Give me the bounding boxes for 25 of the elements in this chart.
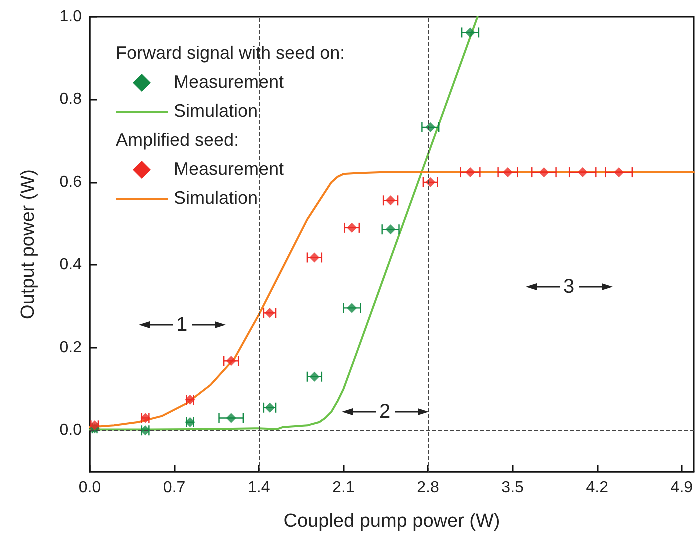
x-tick-label: 0.7 [163, 480, 186, 496]
x-tick-label: 2.1 [332, 480, 355, 496]
x-tick-label: 0.0 [78, 480, 102, 496]
y-axis-title: Output power (W) [18, 170, 39, 320]
annotation: 1 [176, 314, 188, 336]
x-axis-title: Coupled pump power (W) [284, 511, 500, 532]
annotation: Amplified seed: [116, 129, 240, 152]
y-tick-label: 0.0 [60, 422, 82, 440]
y-tick-label: 0.2 [60, 339, 82, 356]
annotation: 3 [564, 276, 575, 298]
y-tick-label: 0.8 [60, 91, 82, 108]
x-tick-label: 4.9 [670, 480, 694, 496]
y-tick-label: 0.4 [60, 256, 82, 274]
legend-label: Measurement [174, 158, 284, 181]
x-tick-label: 4.2 [586, 480, 609, 496]
x-tick-label: 3.5 [502, 480, 524, 496]
legend-label: Simulation [174, 187, 258, 210]
legend-label: Measurement [174, 71, 284, 94]
annotation: Forward signal with seed on: [116, 42, 346, 65]
annotation: 2 [380, 400, 391, 424]
legend-label: Simulation [174, 100, 258, 123]
x-tick-label: 2.8 [417, 480, 440, 496]
x-tick-label: 1.4 [248, 480, 270, 496]
y-tick-label: 0.6 [60, 174, 82, 191]
y-tick-label: 1.0 [60, 8, 82, 26]
